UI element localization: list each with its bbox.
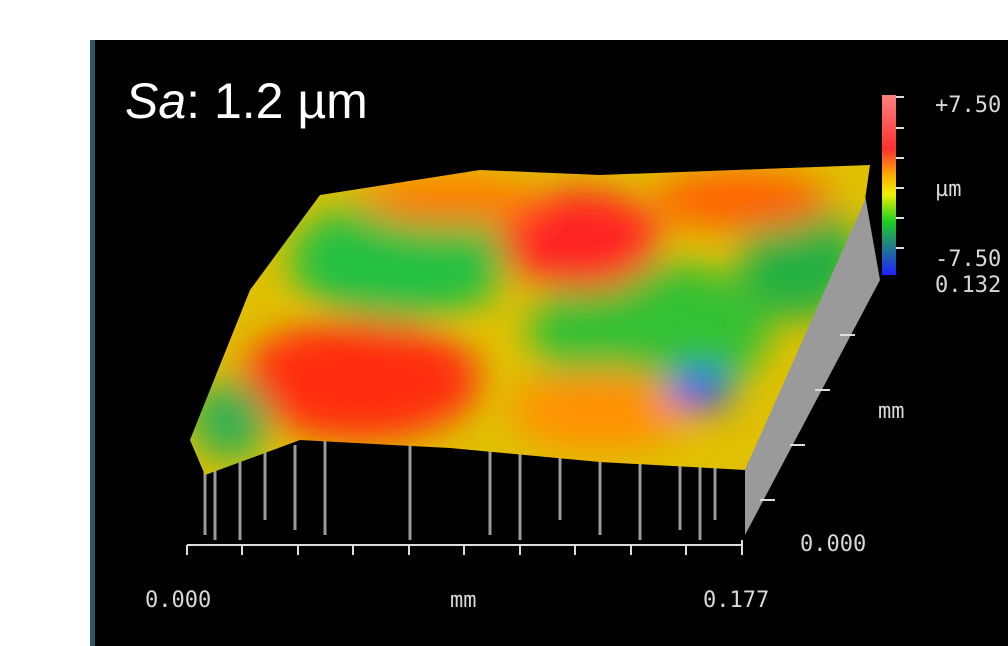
title-symbol: Sa (125, 73, 186, 129)
page: Sa: 1.2 µm 0.000 mm 0.177 0.000 mm 0.132… (0, 0, 1008, 646)
x-unit-label: mm (450, 588, 477, 613)
scale-min-label: -7.50 (935, 247, 1001, 272)
title: Sa: 1.2 µm (125, 73, 368, 129)
y-end-label: 0.132 (935, 273, 1001, 298)
x-end-label: 0.177 (703, 588, 769, 613)
y-unit-label: mm (878, 399, 905, 424)
scale-unit-label: µm (935, 177, 962, 202)
profile-figure: Sa: 1.2 µm 0.000 mm 0.177 0.000 mm 0.132… (0, 0, 1008, 646)
scale-max-label: +7.50 (935, 93, 1001, 118)
color-scale-bar (882, 95, 896, 275)
left-border (90, 40, 95, 646)
title-value: : 1.2 µm (186, 73, 368, 129)
y-start-label: 0.000 (800, 532, 866, 557)
x-start-label: 0.000 (145, 588, 211, 613)
